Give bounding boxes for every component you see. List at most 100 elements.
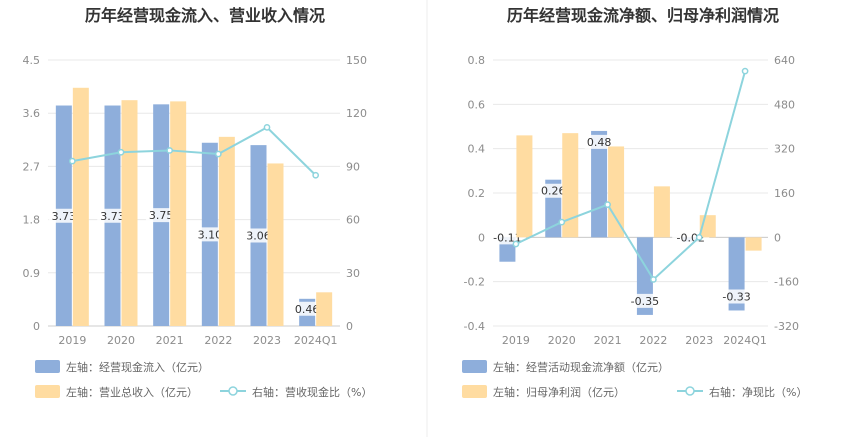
left-axis-tick: 0 [33, 320, 40, 333]
data-label: -0.33 [722, 290, 750, 303]
data-label: 3.73 [52, 210, 77, 223]
x-axis-tick: 2022 [639, 334, 667, 347]
ratio-point [117, 148, 125, 156]
x-axis-tick: 2019 [502, 334, 530, 347]
data-label: 0.46 [295, 303, 320, 316]
ratio-point [604, 201, 611, 208]
left-axis-tick: 0.6 [468, 98, 486, 111]
x-axis-tick: 2021 [156, 334, 184, 347]
legend-swatch-marker [228, 386, 238, 396]
data-label-bg [626, 293, 664, 308]
data-label: 0.26 [541, 185, 566, 198]
ratio-point [68, 157, 76, 165]
left-axis-tick: -0.4 [464, 320, 485, 333]
legend-label-primary: 左轴：经营活动现金流净额（亿元） [493, 360, 669, 374]
left-axis-tick: 0 [478, 231, 485, 244]
left-axis-tick: 0.4 [468, 143, 486, 156]
secondary-bar [745, 237, 762, 251]
legend-swatch-primary [35, 360, 60, 373]
right-axis-tick: 480 [774, 98, 795, 111]
data-label-bg [194, 227, 226, 242]
data-label-bg [97, 208, 128, 223]
x-axis-tick: 2024Q1 [294, 334, 338, 347]
x-axis-tick: 2021 [594, 334, 622, 347]
secondary-bar [562, 133, 579, 238]
secondary-bar [72, 87, 89, 326]
secondary-bar [516, 135, 533, 238]
data-label-bg [291, 301, 323, 316]
left-axis-tick: 1.8 [23, 214, 41, 227]
chart-title: 历年经营现金流入、营业收入情况 [85, 6, 325, 25]
data-label-bg [583, 134, 615, 149]
left-axis-tick: -0.2 [464, 276, 485, 289]
legend-swatch-marker [685, 386, 695, 396]
chart-title: 历年经营现金流净额、归母净利润情况 [507, 6, 779, 25]
right-axis-tick: 0 [774, 231, 781, 244]
legend-swatch-primary [462, 360, 487, 373]
data-label-bg [243, 228, 274, 243]
right-axis-tick: 120 [346, 107, 367, 120]
secondary-bar [121, 100, 138, 326]
x-axis-tick: 2022 [204, 334, 232, 347]
ratio-point [263, 124, 271, 131]
legend-label-secondary: 左轴：归母净利润（亿元） [493, 385, 625, 399]
right-axis-tick: 320 [774, 143, 795, 156]
left-axis-tick: 3.6 [23, 107, 41, 120]
left-axis-tick: 2.7 [23, 160, 41, 173]
data-label: 3.06 [246, 230, 271, 243]
ratio-point [512, 240, 520, 248]
right-axis-tick: 160 [774, 187, 795, 200]
legend-swatch-secondary [462, 385, 487, 398]
x-axis-tick: 2020 [548, 334, 576, 347]
left-axis-tick: 0.2 [468, 187, 486, 200]
right-axis-tick: 150 [346, 54, 367, 67]
right-axis-tick: 60 [346, 214, 360, 227]
ratio-point [214, 150, 222, 158]
primary-bar [591, 130, 608, 238]
legend-label-line: 右轴：营收现金比（%） [252, 385, 372, 399]
data-label-bg [718, 289, 756, 304]
secondary-bar [267, 163, 284, 326]
data-label-bg [48, 208, 80, 223]
right-axis-tick: -160 [774, 276, 799, 289]
secondary-bar [316, 292, 333, 326]
data-label: 0.48 [587, 136, 612, 149]
secondary-bar [218, 136, 235, 326]
ratio-point [650, 276, 657, 283]
data-label: 3.73 [100, 210, 125, 223]
secondary-bar [653, 186, 670, 238]
legend-label-secondary: 左轴：营业总收入（亿元） [66, 385, 198, 399]
left-axis-tick: 0.9 [23, 267, 41, 280]
right-axis-tick: 30 [346, 267, 360, 280]
ratio-point [312, 171, 320, 179]
right-axis-tick: -320 [774, 320, 799, 333]
data-label: 3.75 [149, 209, 174, 222]
x-axis-tick: 2019 [58, 334, 86, 347]
right-axis-tick: 0 [346, 320, 353, 333]
x-axis-tick: 2023 [253, 334, 281, 347]
right-axis-tick: 90 [346, 160, 360, 173]
secondary-bar [170, 101, 187, 326]
data-label-bg [538, 183, 569, 198]
x-axis-tick: 2020 [107, 334, 135, 347]
legend-swatch-secondary [35, 385, 60, 398]
data-label: -0.35 [631, 295, 659, 308]
x-axis-tick: 2023 [685, 334, 713, 347]
left-axis-tick: 0.8 [468, 54, 486, 67]
legend-label-primary: 左轴：经营现金流入（亿元） [66, 360, 209, 374]
ratio-point [695, 233, 703, 241]
ratio-point [558, 218, 566, 226]
data-label-bg [145, 208, 177, 223]
secondary-bar [608, 146, 625, 238]
ratio-point [741, 67, 749, 75]
left-axis-tick: 4.5 [23, 54, 41, 67]
right-axis-tick: 640 [774, 54, 795, 67]
legend-label-line: 右轴：净现比（%） [709, 385, 807, 399]
data-label: 3.10 [198, 228, 223, 241]
ratio-point [166, 147, 174, 154]
ratio-line [515, 70, 747, 282]
x-axis-tick: 2024Q1 [723, 334, 767, 347]
ratio-line [72, 126, 317, 176]
